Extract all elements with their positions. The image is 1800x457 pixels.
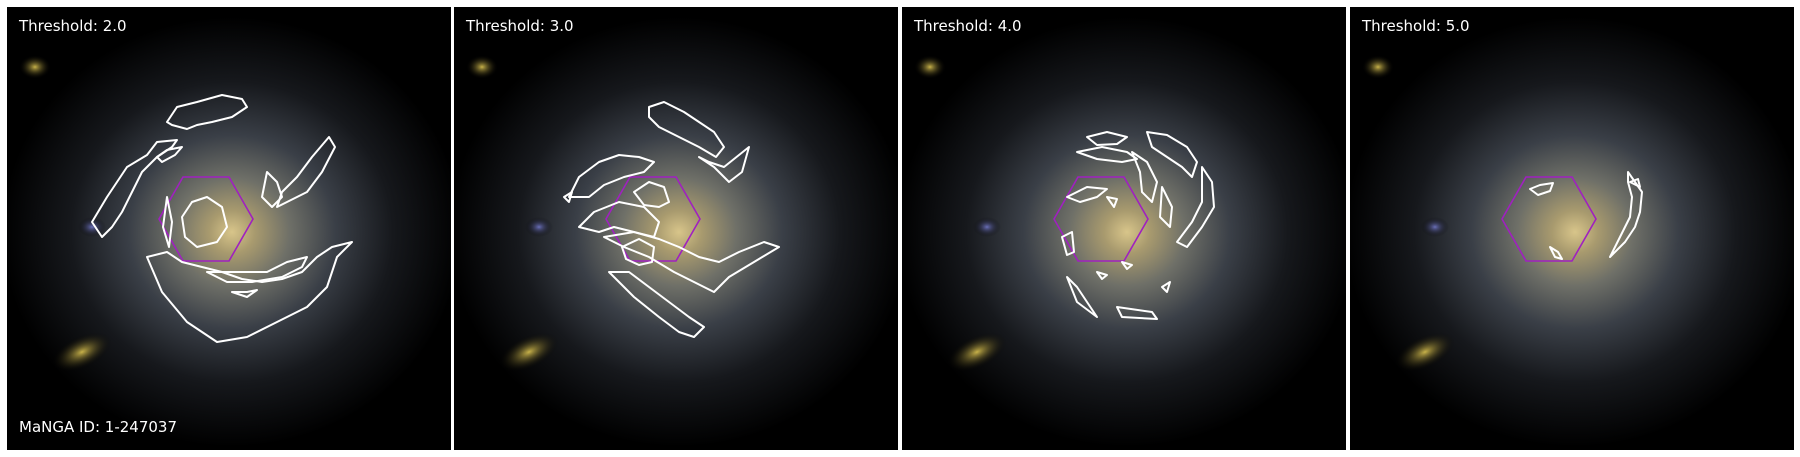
contours — [1061, 131, 1215, 320]
panel-threshold-4: Threshold: 4.0 — [902, 7, 1346, 450]
foreground-star — [1395, 332, 1455, 372]
galaxy-glow — [454, 17, 898, 447]
contours — [563, 101, 780, 338]
blue-knot — [973, 217, 1001, 237]
galaxy-image — [7, 7, 451, 450]
contours — [1529, 171, 1643, 260]
foreground-star — [947, 332, 1007, 372]
threshold-label: Threshold: 4.0 — [914, 17, 1022, 35]
galaxy-glow — [902, 17, 1346, 447]
threshold-label: Threshold: 3.0 — [466, 17, 574, 35]
foreground-star — [52, 332, 112, 372]
blue-knot — [78, 217, 106, 237]
panel-threshold-2: Threshold: 2.0 MaNGA ID: 1-247037 — [7, 7, 451, 450]
galaxy-glow — [7, 17, 451, 447]
foreground-star — [19, 55, 51, 79]
galaxy-image — [454, 7, 898, 450]
foreground-star — [1362, 55, 1394, 79]
panel-threshold-5: Threshold: 5.0 — [1350, 7, 1794, 450]
ifu-hexagon — [1501, 176, 1597, 262]
ifu-hexagon — [1053, 176, 1149, 262]
blue-knot — [525, 217, 553, 237]
foreground-star — [499, 332, 559, 372]
panel-threshold-3: Threshold: 3.0 — [454, 7, 898, 450]
foreground-star — [914, 55, 946, 79]
manga-id-label: MaNGA ID: 1-247037 — [19, 418, 178, 436]
galaxy-image — [902, 7, 1346, 450]
threshold-label: Threshold: 2.0 — [19, 17, 127, 35]
galaxy-glow — [1350, 17, 1794, 447]
contours — [91, 94, 353, 343]
galaxy-image — [1350, 7, 1794, 450]
ifu-hexagon — [158, 176, 254, 262]
threshold-label: Threshold: 5.0 — [1362, 17, 1470, 35]
blue-knot — [1421, 217, 1449, 237]
foreground-star — [466, 55, 498, 79]
